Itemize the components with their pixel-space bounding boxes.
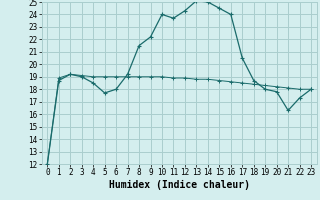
X-axis label: Humidex (Indice chaleur): Humidex (Indice chaleur) bbox=[109, 180, 250, 190]
